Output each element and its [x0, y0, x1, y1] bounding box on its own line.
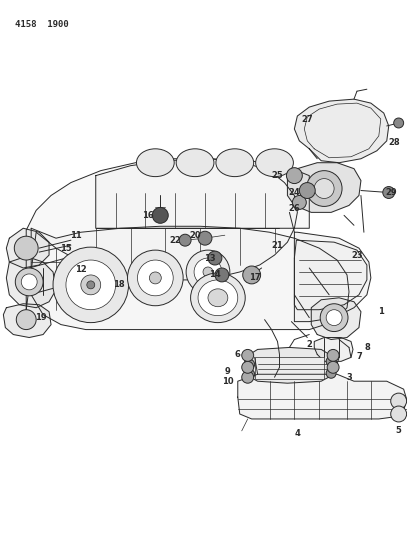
Circle shape: [21, 274, 37, 290]
Text: 11: 11: [70, 231, 82, 240]
Circle shape: [179, 234, 191, 246]
Text: 10: 10: [222, 377, 234, 386]
Circle shape: [152, 207, 168, 223]
Circle shape: [137, 260, 173, 296]
Circle shape: [391, 393, 407, 409]
Circle shape: [203, 267, 213, 277]
Circle shape: [149, 272, 161, 284]
Text: 5: 5: [396, 426, 401, 435]
Text: 19: 19: [35, 313, 47, 322]
Circle shape: [383, 187, 395, 198]
Circle shape: [15, 268, 43, 296]
Circle shape: [194, 258, 222, 286]
Ellipse shape: [191, 273, 245, 322]
Polygon shape: [311, 298, 361, 340]
Text: 7: 7: [356, 352, 362, 361]
Circle shape: [286, 168, 302, 183]
Circle shape: [320, 304, 348, 332]
Circle shape: [293, 196, 306, 209]
Ellipse shape: [208, 289, 228, 306]
Text: 13: 13: [204, 254, 216, 263]
Polygon shape: [295, 99, 389, 163]
Text: 4: 4: [295, 430, 300, 438]
Circle shape: [327, 361, 339, 373]
Circle shape: [66, 260, 115, 310]
Ellipse shape: [198, 280, 238, 316]
Text: 15: 15: [60, 244, 72, 253]
Text: 22: 22: [169, 236, 181, 245]
Circle shape: [81, 275, 101, 295]
Text: 18: 18: [113, 280, 124, 289]
Polygon shape: [7, 258, 56, 308]
Circle shape: [14, 236, 38, 260]
Bar: [255, 358, 324, 379]
Polygon shape: [287, 163, 361, 212]
Polygon shape: [96, 159, 309, 228]
Polygon shape: [31, 227, 349, 329]
Polygon shape: [295, 232, 371, 321]
Text: 6: 6: [235, 350, 241, 359]
Circle shape: [128, 250, 183, 306]
Text: 24: 24: [288, 188, 300, 197]
Text: 17: 17: [249, 273, 260, 282]
Text: 25: 25: [272, 171, 284, 180]
Text: 9: 9: [225, 367, 231, 376]
Circle shape: [243, 266, 261, 284]
Text: 29: 29: [385, 188, 397, 197]
Circle shape: [326, 368, 336, 378]
Circle shape: [242, 350, 254, 361]
Text: 26: 26: [288, 204, 300, 213]
Text: 8: 8: [364, 343, 370, 352]
Circle shape: [53, 247, 129, 322]
Polygon shape: [7, 228, 49, 268]
Circle shape: [208, 251, 222, 265]
Text: 14: 14: [209, 270, 221, 279]
Text: 23: 23: [351, 251, 363, 260]
Circle shape: [245, 359, 255, 369]
Circle shape: [245, 369, 255, 379]
Polygon shape: [238, 374, 407, 419]
Text: 1: 1: [378, 307, 384, 316]
Polygon shape: [314, 337, 353, 361]
Text: 12: 12: [75, 265, 87, 274]
Ellipse shape: [176, 149, 214, 176]
Polygon shape: [3, 304, 51, 337]
Text: 3: 3: [346, 373, 352, 382]
Circle shape: [391, 406, 407, 422]
Circle shape: [87, 281, 95, 289]
Text: 4158  1900: 4158 1900: [15, 20, 69, 29]
Circle shape: [186, 250, 230, 294]
Circle shape: [326, 310, 342, 326]
Circle shape: [326, 357, 336, 366]
Polygon shape: [304, 103, 381, 158]
Circle shape: [314, 179, 334, 198]
Circle shape: [327, 350, 339, 361]
Polygon shape: [245, 348, 334, 383]
Text: 28: 28: [388, 139, 399, 147]
Ellipse shape: [256, 149, 293, 176]
Circle shape: [198, 231, 212, 245]
Text: 27: 27: [302, 115, 313, 124]
Circle shape: [242, 361, 254, 373]
Circle shape: [299, 183, 315, 198]
Circle shape: [242, 372, 254, 383]
Circle shape: [16, 310, 36, 329]
Polygon shape: [26, 159, 297, 310]
Circle shape: [215, 268, 229, 282]
Text: 21: 21: [272, 240, 284, 249]
Ellipse shape: [136, 149, 174, 176]
Polygon shape: [295, 240, 367, 310]
Text: 16: 16: [142, 211, 154, 220]
Circle shape: [394, 118, 404, 128]
Circle shape: [306, 171, 342, 206]
Text: 2: 2: [306, 340, 312, 349]
Text: 20: 20: [189, 231, 201, 240]
Ellipse shape: [216, 149, 254, 176]
